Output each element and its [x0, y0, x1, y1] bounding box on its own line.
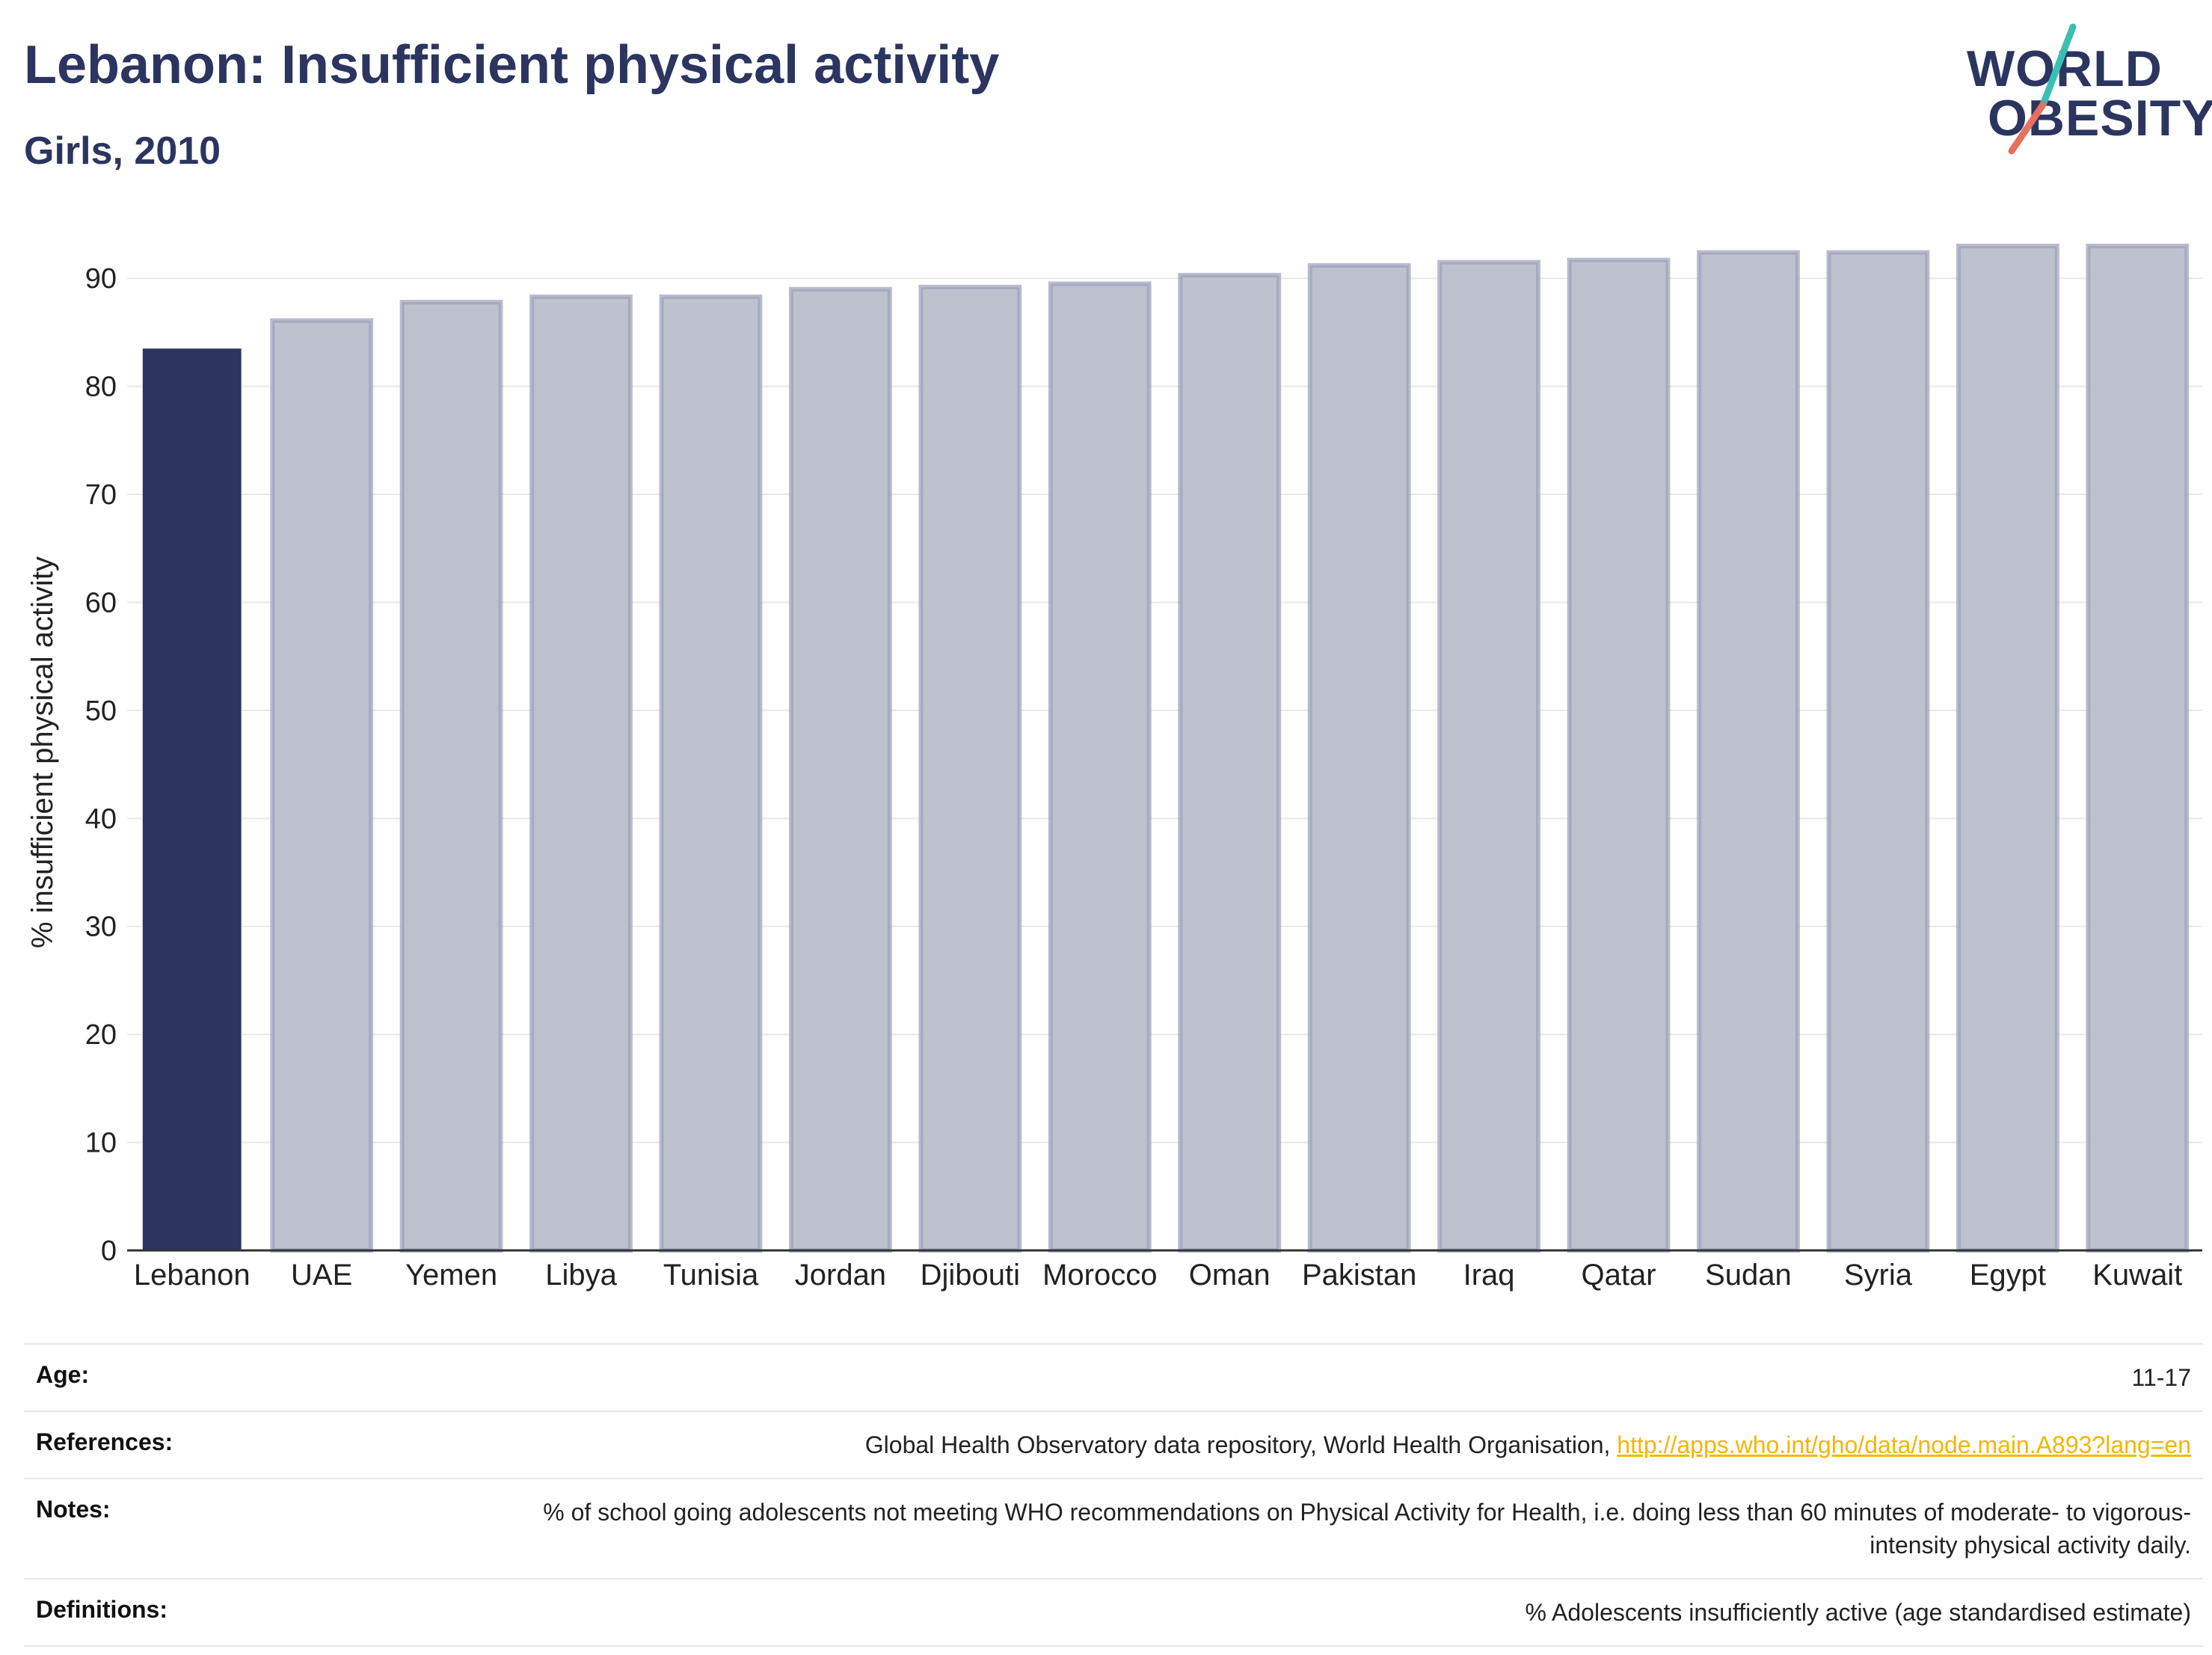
x-axis-ticks: Lebanon UAE Yemen Libya Tunisia Jordan Djibout… — [134, 1259, 2182, 1292]
bar-pakistan — [1307, 262, 1411, 1253]
references-label: References: — [36, 1428, 173, 1455]
x-tick-label: Egypt — [1970, 1259, 2046, 1292]
x-tick-label: Morocco — [1042, 1259, 1157, 1292]
references-value: Global Health Observatory data repositor… — [865, 1428, 2191, 1461]
y-tick-label: 70 — [85, 479, 117, 511]
x-tick-label: Pakistan — [1302, 1259, 1416, 1292]
y-tick-label: 90 — [85, 263, 117, 295]
bar-qatar — [1567, 257, 1671, 1253]
bar-oman — [1178, 272, 1282, 1253]
bar-jordan — [789, 286, 892, 1253]
bar-yemen — [399, 299, 503, 1253]
notes-value: % of school going adolescents not meetin… — [543, 1499, 2191, 1559]
x-tick-label: Jordan — [795, 1259, 886, 1292]
info-row-notes: Notes: % of school going adolescents not… — [24, 1478, 2203, 1578]
y-tick-label: 80 — [85, 372, 117, 403]
y-axis-ticks: 0 10 20 30 40 50 60 70 80 90 — [85, 263, 117, 1267]
y-tick-label: 10 — [85, 1128, 117, 1159]
bar-libya — [529, 294, 633, 1253]
y-tick-label: 0 — [101, 1235, 117, 1267]
age-label: Age: — [36, 1361, 90, 1388]
page-title: Lebanon: Insufficient physical activity — [24, 35, 1000, 95]
bar-morocco — [1048, 281, 1152, 1253]
bar-tunisia — [659, 294, 763, 1253]
x-tick-label: Djibouti — [921, 1259, 1020, 1292]
x-tick-label: Lebanon — [134, 1259, 251, 1292]
y-tick-label: 20 — [85, 1019, 117, 1051]
bar-lebanon — [142, 348, 242, 1250]
x-tick-label: Syria — [1844, 1259, 1913, 1292]
references-link[interactable]: http://apps.who.int/gho/data/node.main.A… — [1617, 1431, 2191, 1458]
world-obesity-logo: WORLD OBESITY — [1959, 22, 2212, 157]
x-tick-label: UAE — [291, 1259, 352, 1292]
notes-label: Notes: — [36, 1496, 111, 1523]
x-tick-label: Sudan — [1705, 1259, 1792, 1292]
bar-chart: 0 10 20 30 40 50 60 70 80 90 Lebanon UAE Yemen Libya… — [26, 243, 2202, 1292]
info-row-age: Age: 11-17 — [24, 1343, 2203, 1410]
x-tick-label: Kuwait — [2092, 1259, 2182, 1292]
definitions-value: % Adolescents insufficiently active (age… — [1525, 1599, 2191, 1626]
x-tick-label: Libya — [545, 1259, 617, 1292]
x-tick-label: Iraq — [1463, 1259, 1515, 1292]
x-tick-label: Yemen — [405, 1259, 497, 1292]
logo-slash-icon — [2008, 23, 2077, 155]
info-table: Age: 11-17 References: Global Health Obs… — [24, 1343, 2203, 1647]
age-value: 11-17 — [2131, 1364, 2191, 1391]
bars — [142, 243, 2190, 1253]
references-text: Global Health Observatory data repositor… — [864, 1431, 1617, 1458]
bar-egypt — [1956, 243, 2059, 1253]
bar-uae — [270, 318, 374, 1253]
y-tick-label: 40 — [85, 803, 117, 835]
y-axis-label: % insufficient physical activity — [26, 556, 59, 948]
bar-sudan — [1697, 250, 1800, 1253]
bar-iraq — [1437, 260, 1540, 1253]
y-tick-label: 60 — [85, 587, 117, 618]
bar-syria — [1826, 250, 1930, 1253]
bar-kuwait — [2086, 243, 2190, 1253]
y-tick-label: 50 — [85, 696, 117, 727]
x-tick-label: Qatar — [1582, 1259, 1656, 1292]
info-row-references: References: Global Health Observatory da… — [24, 1410, 2203, 1478]
x-tick-label: Oman — [1189, 1259, 1271, 1292]
y-tick-label: 30 — [85, 912, 117, 943]
page-subtitle: Girls, 2010 — [24, 129, 221, 173]
bar-djibouti — [918, 284, 1022, 1253]
definitions-label: Definitions: — [36, 1596, 168, 1623]
x-tick-label: Tunisia — [663, 1259, 759, 1292]
info-row-definitions: Definitions: % Adolescents insufficientl… — [24, 1578, 2203, 1647]
